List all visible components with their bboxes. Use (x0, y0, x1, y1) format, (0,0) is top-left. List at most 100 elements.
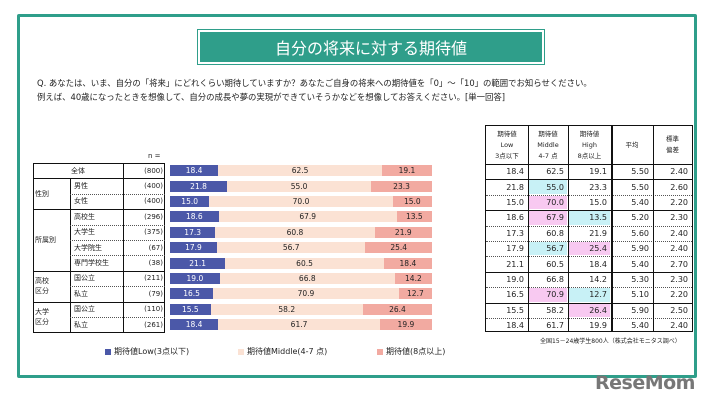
bar-segment-mid: 58.2 (210, 303, 363, 315)
value-cell-low: 21.8 (506, 182, 524, 192)
bar-segment-low: 19.0 (170, 273, 220, 284)
source-note: 全国15－24歳学生800人（株式会社モニタス調べ） (540, 338, 681, 345)
row-divider (486, 194, 692, 196)
row-divider (486, 256, 692, 258)
row-n: (800) (144, 166, 163, 175)
value-cell-mid: 58.2 (546, 305, 564, 315)
bar-segment-high: 19.9 (379, 319, 432, 331)
row-divider (486, 271, 692, 273)
value-cell-low: 15.5 (506, 305, 524, 315)
group-border (33, 209, 165, 271)
bar-segment-mid: 61.7 (218, 319, 380, 331)
row-divider (486, 225, 692, 227)
bar-segment-mid: 62.5 (218, 165, 382, 177)
stacked-bar-row: 18.4 62.5 19.1 (170, 165, 432, 177)
bar-segment-high: 15.0 (392, 196, 432, 207)
value-cell-high: 18.4 (589, 259, 607, 269)
table-header: 期待値 Low 3点以下 (495, 129, 519, 160)
value-cell-avg: 5.30 (631, 274, 649, 284)
bar-segment-low: 16.5 (170, 288, 214, 300)
row-label: 高校生 (74, 212, 95, 221)
value-cell-low: 17.9 (506, 244, 524, 254)
value-cell-sd: 2.30 (670, 274, 688, 284)
chart-frame (17, 14, 697, 378)
column-divider (611, 126, 613, 331)
group-border (33, 301, 165, 333)
value-cell-avg: 5.40 (631, 259, 649, 269)
bar-segment-high: 21.9 (374, 226, 432, 238)
bar-segment-low: 17.3 (170, 226, 216, 238)
value-cell-avg: 5.60 (631, 228, 649, 238)
value-cell-mid: 55.0 (529, 180, 567, 194)
value-cell-sd: 2.40 (670, 244, 688, 254)
value-cell-avg: 5.40 (631, 197, 649, 207)
row-n: (296) (144, 212, 163, 221)
row-n: (375) (144, 228, 163, 237)
value-cell-sd: 2.20 (670, 290, 688, 300)
value-cell-high: 21.9 (589, 228, 607, 238)
bar-segment-mid: 66.8 (219, 273, 395, 284)
row-n: (400) (144, 182, 163, 191)
bar-segment-high: 13.5 (396, 211, 432, 223)
value-cell-mid: 60.5 (546, 259, 564, 269)
stacked-bar-row: 21.8 55.0 23.3 (170, 180, 433, 192)
legend-high: 期待値(8点以上) (377, 346, 445, 357)
group-border (33, 178, 165, 209)
legend-swatch-high (377, 348, 383, 355)
value-cell-high: 19.1 (589, 167, 607, 177)
value-cell-avg: 5.20 (631, 213, 649, 223)
legend-label-high: 期待値(8点以上) (386, 347, 446, 356)
group-border (33, 270, 165, 302)
row-n: (261) (144, 320, 163, 329)
stacked-bar-row: 18.4 61.7 19.9 (170, 319, 432, 331)
question-text: Q. あなたは、いま、自分の「将来」にどれくらい期待していますか？あなたご自身の… (37, 76, 592, 104)
bar-segment-high: 14.2 (394, 273, 432, 284)
bar-segment-low: 18.4 (170, 319, 219, 331)
bar-segment-high: 23.3 (371, 180, 433, 192)
group-border (33, 163, 165, 178)
legend-low: 期待値Low(3点以下) (105, 346, 189, 357)
question-line-1: Q. あなたは、いま、自分の「将来」にどれくらい期待していますか？あなたご自身の… (37, 78, 592, 88)
row-label: 全体 (71, 166, 85, 175)
legend-label-low: 期待値Low(3点以下) (114, 347, 190, 356)
row-divider (70, 240, 165, 241)
row-n: (110) (144, 305, 163, 314)
value-cell-mid: 61.7 (546, 321, 564, 331)
row-divider (70, 317, 165, 318)
row-divider (70, 255, 165, 257)
row-label: 大学生 (74, 228, 95, 237)
value-cell-sd: 2.50 (670, 305, 688, 315)
value-cell-avg: 5.40 (631, 321, 649, 331)
bar-segment-mid: 56.7 (216, 242, 366, 254)
group-label: 性別 (35, 189, 49, 198)
group-label: 所属別 (35, 235, 56, 244)
row-label: 私立 (74, 289, 88, 298)
value-cell-sd: 2.60 (670, 182, 688, 192)
value-cell-low: 18.4 (506, 321, 524, 331)
value-cell-high: 19.9 (589, 321, 607, 331)
row-label: 大学院生 (74, 243, 102, 252)
bar-segment-high: 19.1 (381, 165, 432, 177)
bar-segment-low: 15.5 (170, 303, 211, 315)
value-cell-mid: 70.0 (529, 195, 567, 210)
value-cell-sd: 2.30 (670, 213, 688, 223)
value-cell-low: 18.6 (506, 213, 524, 223)
column-divider (653, 126, 654, 331)
bar-segment-low: 18.6 (170, 211, 219, 223)
legend-label-middle: 期待値Middle(4-7 点) (247, 347, 328, 356)
stacked-bar-row: 17.9 56.7 25.4 (170, 242, 432, 254)
value-cell-high: 13.5 (569, 211, 610, 225)
row-divider (486, 164, 692, 165)
row-label: 男性 (74, 182, 88, 191)
bar-segment-mid: 70.0 (209, 196, 393, 207)
row-divider (70, 224, 165, 226)
stacked-bar-row: 15.5 58.2 26.4 (170, 303, 432, 315)
group-label: 高校 区分 (35, 277, 49, 296)
table-header: 期待値 High 8点以上 (577, 129, 602, 160)
group-label: 大学 区分 (35, 307, 49, 326)
bar-segment-high: 12.7 (398, 288, 432, 300)
value-cell-mid: 60.8 (546, 228, 564, 238)
row-divider (486, 210, 692, 212)
bar-segment-mid: 60.8 (215, 226, 375, 238)
value-cell-mid: 67.9 (529, 211, 567, 225)
